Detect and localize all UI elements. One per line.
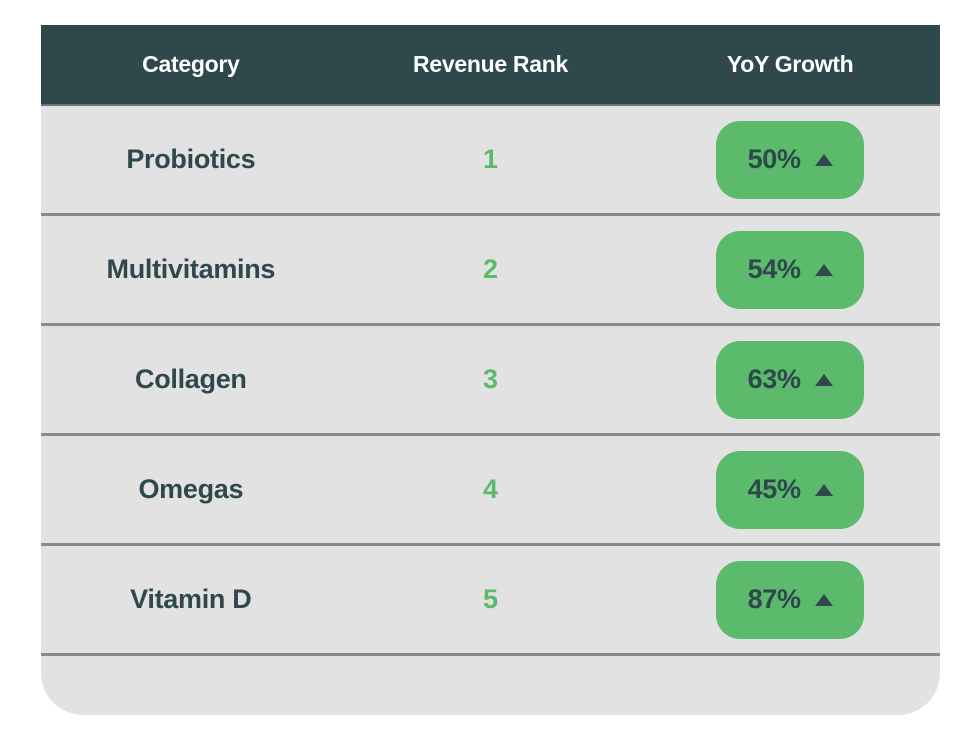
category-cell: Multivitamins (106, 254, 276, 284)
table-footer (41, 656, 940, 699)
growth-value: 50% (747, 144, 801, 174)
rank-cell: 3 (482, 364, 498, 394)
growth-badge: 87% (716, 560, 865, 639)
column-header-yoy-growth: YoY Growth (726, 51, 854, 77)
table-header: Category Revenue Rank YoY Growth (41, 25, 940, 106)
growth-badge: 63% (716, 340, 865, 419)
category-cell: Vitamin D (130, 584, 252, 614)
growth-badge: 50% (716, 120, 865, 199)
category-growth-table: Category Revenue Rank YoY Growth Probiot… (41, 25, 940, 715)
growth-value: 63% (747, 364, 801, 394)
growth-cell: 54% (640, 230, 940, 309)
growth-cell: 50% (640, 120, 940, 199)
up-arrow-icon (814, 263, 833, 276)
growth-cell: 45% (640, 450, 940, 529)
table-row: Omegas 4 45% (41, 436, 940, 546)
rank-cell: 1 (482, 144, 498, 174)
category-cell: Probiotics (126, 144, 256, 174)
column-header-revenue-rank: Revenue Rank (413, 51, 568, 77)
table-row: Probiotics 1 50% (41, 106, 940, 216)
growth-value: 54% (747, 254, 801, 284)
table-row: Vitamin D 5 87% (41, 546, 940, 656)
growth-cell: 63% (640, 340, 940, 419)
growth-badge: 45% (716, 450, 865, 529)
table-row: Collagen 3 63% (41, 326, 940, 436)
category-cell: Collagen (135, 364, 247, 394)
rank-cell: 5 (482, 584, 498, 614)
category-cell: Omegas (138, 474, 244, 504)
growth-value: 45% (747, 474, 801, 504)
growth-value: 87% (747, 584, 801, 614)
up-arrow-icon (814, 373, 833, 386)
rank-cell: 4 (482, 474, 498, 504)
up-arrow-icon (814, 153, 833, 166)
up-arrow-icon (814, 593, 833, 606)
rank-cell: 2 (482, 254, 498, 284)
up-arrow-icon (814, 483, 833, 496)
growth-badge: 54% (716, 230, 865, 309)
column-header-category: Category (142, 51, 240, 77)
growth-cell: 87% (640, 560, 940, 639)
table-row: Multivitamins 2 54% (41, 216, 940, 326)
